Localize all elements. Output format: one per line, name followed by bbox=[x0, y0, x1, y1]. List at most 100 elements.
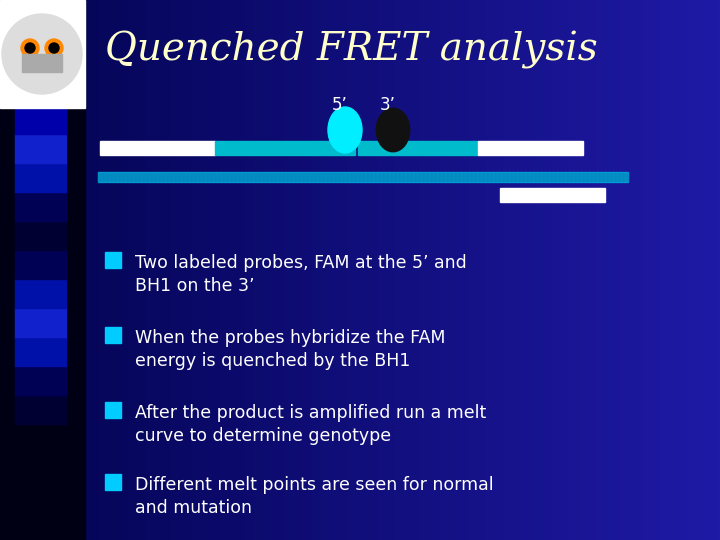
Bar bbox=[516, 0, 518, 540]
Bar bbox=[438, 173, 440, 181]
Bar bbox=[302, 0, 304, 540]
Bar bbox=[106, 173, 108, 181]
Bar bbox=[202, 0, 204, 540]
Bar bbox=[472, 0, 474, 540]
Bar bbox=[164, 0, 166, 540]
Bar bbox=[327, 0, 328, 540]
Bar bbox=[443, 0, 444, 540]
Bar bbox=[491, 0, 492, 540]
Bar bbox=[482, 0, 484, 540]
Bar bbox=[544, 0, 546, 540]
Bar bbox=[716, 0, 718, 540]
Text: When the probes hybridize the FAM
energy is quenched by the BH1: When the probes hybridize the FAM energy… bbox=[135, 329, 446, 370]
Bar bbox=[277, 0, 279, 540]
Bar bbox=[538, 0, 539, 540]
Bar bbox=[108, 0, 109, 540]
Bar bbox=[501, 0, 503, 540]
Bar bbox=[378, 0, 379, 540]
Text: 3’: 3’ bbox=[380, 96, 396, 114]
Bar bbox=[426, 173, 428, 181]
Bar bbox=[222, 0, 223, 540]
Bar bbox=[128, 0, 130, 540]
Bar bbox=[601, 0, 603, 540]
Bar bbox=[204, 0, 205, 540]
Bar bbox=[191, 0, 192, 540]
Bar bbox=[414, 0, 415, 540]
Bar bbox=[141, 0, 143, 540]
Bar bbox=[251, 0, 253, 540]
Bar bbox=[615, 0, 616, 540]
Bar bbox=[454, 0, 456, 540]
Bar bbox=[717, 0, 719, 540]
Bar bbox=[216, 0, 217, 540]
Bar bbox=[649, 0, 650, 540]
Bar bbox=[504, 0, 505, 540]
Bar bbox=[218, 0, 220, 540]
Bar bbox=[514, 173, 516, 181]
Bar bbox=[344, 0, 346, 540]
Bar bbox=[695, 0, 696, 540]
Bar bbox=[15, 279, 67, 309]
Bar bbox=[278, 173, 280, 181]
Bar bbox=[15, 337, 67, 367]
Bar bbox=[154, 173, 156, 181]
Bar bbox=[412, 0, 413, 540]
Bar bbox=[301, 0, 302, 540]
Bar bbox=[306, 0, 307, 540]
Bar bbox=[668, 0, 670, 540]
Bar bbox=[238, 173, 240, 181]
Bar bbox=[210, 0, 212, 540]
Bar bbox=[54, 0, 55, 540]
Bar bbox=[376, 0, 377, 540]
Bar bbox=[304, 0, 305, 540]
Bar bbox=[352, 0, 354, 540]
Bar bbox=[35, 0, 37, 540]
Bar bbox=[124, 0, 125, 540]
Bar bbox=[68, 0, 70, 540]
Bar bbox=[500, 188, 605, 202]
Bar bbox=[311, 0, 312, 540]
Bar bbox=[268, 0, 269, 540]
Bar bbox=[662, 0, 664, 540]
Bar bbox=[473, 0, 474, 540]
Bar bbox=[227, 0, 228, 540]
Bar bbox=[494, 173, 496, 181]
Bar bbox=[535, 0, 536, 540]
Bar bbox=[18, 0, 19, 540]
Bar bbox=[361, 0, 362, 540]
Bar bbox=[262, 173, 264, 181]
Bar bbox=[206, 173, 208, 181]
Bar bbox=[159, 0, 161, 540]
Bar bbox=[614, 0, 616, 540]
Ellipse shape bbox=[378, 110, 408, 150]
Bar bbox=[238, 0, 240, 540]
Bar bbox=[497, 0, 498, 540]
Bar bbox=[558, 173, 560, 181]
Bar bbox=[200, 0, 202, 540]
Circle shape bbox=[49, 43, 59, 53]
Bar bbox=[162, 0, 163, 540]
Bar bbox=[285, 0, 287, 540]
Bar bbox=[140, 0, 142, 540]
Bar bbox=[548, 0, 549, 540]
Bar bbox=[562, 0, 564, 540]
Bar bbox=[341, 0, 343, 540]
Bar bbox=[565, 0, 567, 540]
Bar bbox=[486, 173, 488, 181]
Bar bbox=[437, 0, 438, 540]
Bar bbox=[282, 0, 284, 540]
Bar bbox=[129, 0, 130, 540]
Bar bbox=[382, 173, 384, 181]
Bar bbox=[374, 0, 376, 540]
Bar bbox=[199, 0, 200, 540]
Bar bbox=[531, 0, 533, 540]
Bar bbox=[410, 173, 412, 181]
Bar bbox=[526, 0, 528, 540]
Bar bbox=[445, 0, 446, 540]
Bar bbox=[529, 0, 531, 540]
Text: 5’: 5’ bbox=[332, 96, 348, 114]
Bar bbox=[276, 0, 277, 540]
Bar bbox=[234, 173, 236, 181]
Bar bbox=[100, 0, 102, 540]
Bar bbox=[381, 0, 382, 540]
